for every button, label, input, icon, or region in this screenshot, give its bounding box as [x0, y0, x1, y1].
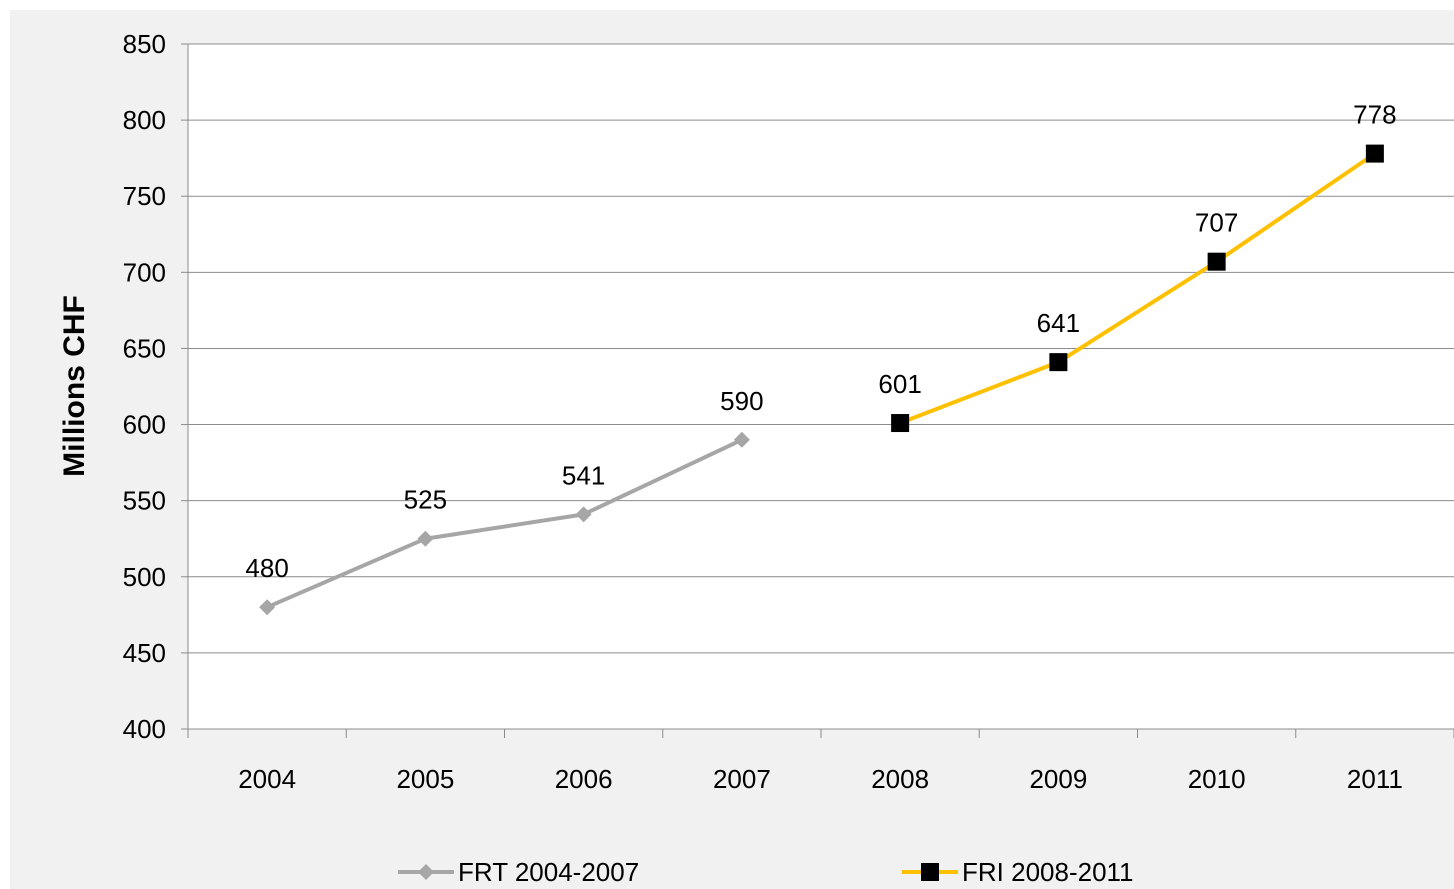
legend-marker-0 — [418, 864, 434, 880]
y-tick-label-700: 700 — [123, 257, 166, 287]
legend-marker-1 — [921, 863, 939, 881]
y-tick-label-800: 800 — [123, 105, 166, 135]
legend: FRT 2004-2007 FRI 2008-2011 — [398, 857, 1134, 887]
x-tick-label-2008: 2008 — [871, 764, 929, 794]
data-label-2007: 590 — [720, 386, 763, 416]
point-2008 — [891, 414, 909, 432]
y-axis-title: Millions CHF — [58, 295, 91, 477]
y-tick-label-450: 450 — [123, 638, 166, 668]
point-2010 — [1208, 253, 1226, 271]
x-tick-label-2006: 2006 — [555, 764, 613, 794]
data-label-2004: 480 — [245, 553, 288, 583]
data-label-2008: 601 — [878, 369, 921, 399]
x-tick-label-2007: 2007 — [713, 764, 771, 794]
y-tick-label-750: 750 — [123, 181, 166, 211]
y-tick-label-500: 500 — [123, 562, 166, 592]
data-label-2009: 641 — [1037, 308, 1080, 338]
y-tick-label-650: 650 — [123, 333, 166, 363]
x-tick-label-2009: 2009 — [1029, 764, 1087, 794]
x-tick-label-2011: 2011 — [1347, 764, 1403, 794]
legend-label-1: FRI 2008-2011 — [962, 857, 1134, 887]
chart-frame: 400 450 500 550 600 650 700 750 800 850 2004 2005 20… — [10, 10, 1454, 889]
x-tick-label-2004: 2004 — [238, 764, 296, 794]
data-label-2005: 525 — [404, 485, 447, 515]
x-tick-label-2010: 2010 — [1188, 764, 1246, 794]
plot-area — [188, 44, 1454, 729]
legend-label-0: FRT 2004-2007 — [458, 857, 639, 887]
y-tick-label-600: 600 — [123, 410, 166, 440]
y-tick-label-400: 400 — [123, 714, 166, 744]
data-label-2006: 541 — [562, 460, 605, 490]
line-chart: 400 450 500 550 600 650 700 750 800 850 2004 2005 20… — [10, 10, 1454, 889]
point-2009 — [1049, 353, 1067, 371]
point-2011 — [1366, 145, 1384, 163]
x-tick-label-2005: 2005 — [396, 764, 454, 794]
data-label-2011: 778 — [1353, 100, 1396, 130]
data-label-2010: 707 — [1195, 208, 1238, 238]
y-tick-label-550: 550 — [123, 486, 166, 516]
y-tick-label-850: 850 — [123, 29, 166, 59]
